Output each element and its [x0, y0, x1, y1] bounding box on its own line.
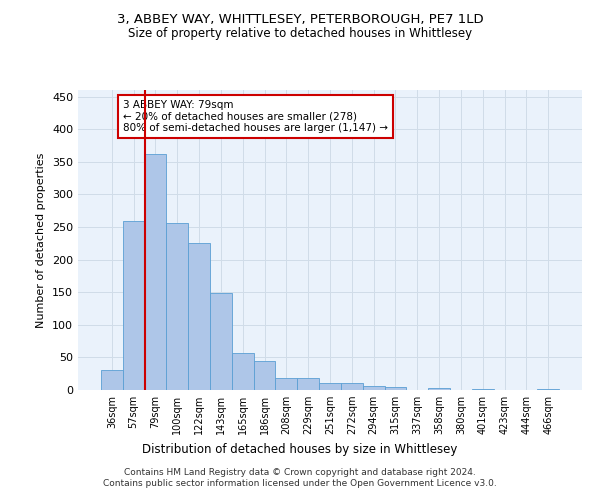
- Bar: [275, 378, 297, 390]
- Bar: [145, 154, 166, 390]
- Bar: [232, 353, 254, 390]
- Bar: [101, 370, 123, 390]
- Bar: [385, 386, 406, 390]
- Text: Distribution of detached houses by size in Whittlesey: Distribution of detached houses by size …: [142, 442, 458, 456]
- Bar: [319, 384, 341, 390]
- Bar: [254, 360, 275, 390]
- Bar: [341, 384, 363, 390]
- Text: Contains HM Land Registry data © Crown copyright and database right 2024.
Contai: Contains HM Land Registry data © Crown c…: [103, 468, 497, 487]
- Bar: [166, 223, 188, 390]
- Text: Size of property relative to detached houses in Whittlesey: Size of property relative to detached ho…: [128, 28, 472, 40]
- Bar: [428, 388, 450, 390]
- Bar: [297, 378, 319, 390]
- Y-axis label: Number of detached properties: Number of detached properties: [37, 152, 46, 328]
- Bar: [123, 221, 145, 390]
- Text: 3, ABBEY WAY, WHITTLESEY, PETERBOROUGH, PE7 1LD: 3, ABBEY WAY, WHITTLESEY, PETERBOROUGH, …: [116, 12, 484, 26]
- Bar: [188, 242, 210, 390]
- Text: 3 ABBEY WAY: 79sqm
← 20% of detached houses are smaller (278)
80% of semi-detach: 3 ABBEY WAY: 79sqm ← 20% of detached hou…: [123, 100, 388, 133]
- Bar: [210, 294, 232, 390]
- Bar: [363, 386, 385, 390]
